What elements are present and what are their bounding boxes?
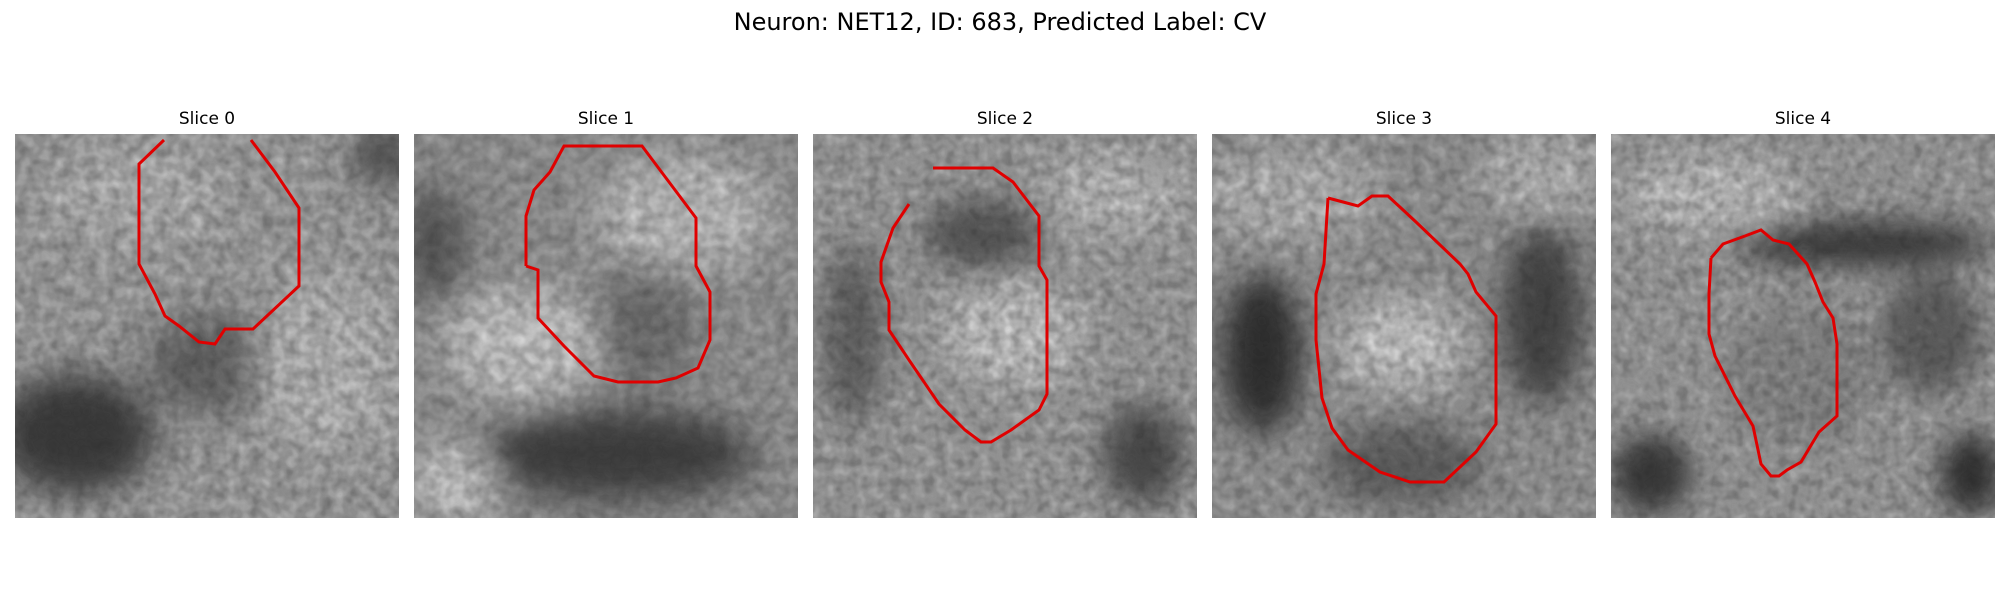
slice-panel-2: Slice 2	[813, 108, 1197, 518]
roi-outline-1	[524, 144, 712, 384]
slice-panel-4: Slice 4	[1611, 108, 1995, 518]
figure-title: Neuron: NET12, ID: 683, Predicted Label:…	[733, 8, 1267, 36]
slice-title-3: Slice 3	[1375, 109, 1433, 129]
slice-title-2: Slice 2	[976, 109, 1034, 129]
slice-title-1: Slice 1	[577, 109, 635, 129]
roi-outline-3	[1314, 194, 1498, 484]
slice-svg-1	[414, 134, 798, 518]
slice-panel-3: Slice 3	[1212, 108, 1596, 518]
slice-image-4	[1611, 134, 1995, 518]
slice-svg-2	[813, 134, 1197, 518]
slice-svg-0	[15, 134, 399, 518]
slice-title-4: Slice 4	[1774, 109, 1832, 129]
slice-svg-3	[1212, 134, 1596, 518]
slice-panel-1: Slice 1	[414, 108, 798, 518]
roi-outline-0	[137, 138, 301, 346]
slice-title-0: Slice 0	[178, 109, 236, 129]
slice-image-0	[15, 134, 399, 518]
slice-panel-0: Slice 0	[15, 108, 399, 518]
slice-image-3	[1212, 134, 1596, 518]
roi-outline-4	[1707, 228, 1839, 478]
roi-outline-2	[879, 166, 1049, 444]
slice-image-1	[414, 134, 798, 518]
slice-svg-4	[1611, 134, 1995, 518]
slice-image-2	[813, 134, 1197, 518]
